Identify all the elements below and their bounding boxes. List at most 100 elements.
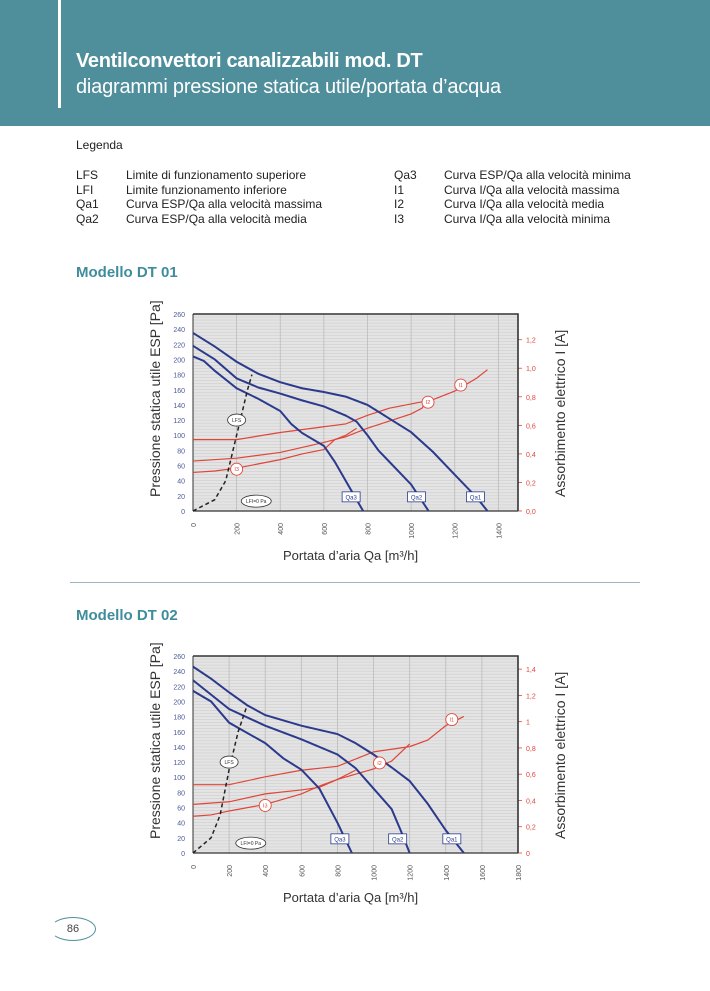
section-divider bbox=[70, 582, 640, 583]
y2-axis-label: Assorbimento elettrico I [A] bbox=[552, 329, 568, 497]
legend-code: I2 bbox=[394, 197, 405, 211]
esp-line-qa3 bbox=[192, 355, 365, 512]
model-title-dt01: Modello DT 01 bbox=[76, 264, 178, 281]
esp-line-qa2 bbox=[192, 344, 430, 512]
legend-code: Qa2 bbox=[76, 211, 99, 226]
legend-text: Curva ESP/Qa alla velocità massima bbox=[126, 197, 323, 211]
y2-tick-label: 1 bbox=[526, 720, 530, 727]
y2-tick-label: 0,4 bbox=[526, 798, 536, 805]
y-tick-label: 0 bbox=[181, 509, 185, 516]
y-tick-label: 100 bbox=[173, 433, 185, 440]
esp-label-box bbox=[330, 833, 350, 845]
esp-line-qa1 bbox=[192, 665, 465, 854]
y-tick-label: 260 bbox=[173, 312, 185, 319]
y-tick-label: 20 bbox=[177, 494, 185, 501]
y-tick-label: 240 bbox=[173, 669, 185, 676]
legend-text: Curva I/Qa alla velocità minima bbox=[444, 211, 611, 226]
legend-text: Curva I/Qa alla velocità media bbox=[444, 197, 605, 211]
legend-code: I3 bbox=[394, 211, 405, 226]
y-tick-label: 100 bbox=[173, 775, 185, 782]
header-band bbox=[0, 0, 710, 126]
current-line-i3 bbox=[192, 427, 357, 474]
y-tick-label: 160 bbox=[173, 388, 185, 395]
y-tick-label: 220 bbox=[173, 684, 185, 691]
x-tick-label: 1600 bbox=[480, 865, 487, 881]
y-tick-label: 160 bbox=[173, 730, 185, 737]
x-tick-label: 1400 bbox=[496, 523, 503, 539]
y2-tick-label: 0,2 bbox=[526, 480, 536, 487]
y-tick-label: 0 bbox=[181, 851, 185, 858]
esp-label-qa1: Qa1 bbox=[470, 495, 482, 501]
y-tick-label: 120 bbox=[173, 418, 185, 425]
page-number: 86 bbox=[50, 917, 96, 941]
y2-tick-label: 1,2 bbox=[526, 693, 536, 700]
plot-area bbox=[193, 314, 518, 511]
esp-line-qa2 bbox=[192, 679, 411, 854]
x-axis-label: Portata d’aria Qa [m³/h] bbox=[283, 548, 419, 563]
x-tick-label: 1200 bbox=[408, 865, 415, 881]
lfs-oval bbox=[219, 755, 239, 769]
y-tick-label: 80 bbox=[177, 448, 185, 455]
x-tick-label: 1000 bbox=[372, 865, 379, 881]
x-tick-label: 1000 bbox=[409, 523, 416, 539]
y2-tick-label: 0,2 bbox=[526, 825, 536, 832]
lfs-oval bbox=[227, 413, 247, 427]
plot-frame bbox=[193, 313, 519, 511]
esp-label-qa2: Qa2 bbox=[411, 495, 423, 501]
legend-text: Limite di funzionamento superiore bbox=[126, 168, 307, 182]
chart-dt01: 0 200 400 600 800 1000 1200 1400 0 20 40 60 80 100 120… bbox=[173, 312, 536, 539]
current-label-i3: I3 bbox=[263, 803, 268, 809]
current-label-i2: I2 bbox=[377, 761, 382, 767]
header-accent-line bbox=[58, 0, 61, 108]
lfi-label: LFI=0 Pa bbox=[241, 841, 262, 847]
legend-code: I1 bbox=[394, 182, 405, 197]
plot-area bbox=[193, 656, 518, 853]
lfs-line bbox=[192, 374, 253, 512]
legend-text: Limite funzionamento inferiore bbox=[126, 182, 287, 197]
esp-line-qa3 bbox=[192, 689, 353, 854]
y-tick-label: 180 bbox=[173, 373, 185, 380]
y2-tick-label: 0 bbox=[526, 851, 530, 858]
esp-label-qa3: Qa3 bbox=[334, 837, 346, 843]
y2-tick-label: 0,6 bbox=[526, 772, 536, 779]
current-label-circle bbox=[445, 713, 459, 727]
y-tick-label: 20 bbox=[177, 836, 185, 843]
y2-tick-label: 1,4 bbox=[526, 667, 536, 674]
current-label-circle bbox=[373, 756, 387, 770]
x-tick-label: 200 bbox=[235, 523, 242, 535]
legend-code: Qa3 bbox=[394, 168, 417, 182]
current-line-i3 bbox=[192, 769, 356, 817]
esp-label-qa1: Qa1 bbox=[446, 837, 458, 843]
current-line-i2 bbox=[192, 397, 430, 462]
x-tick-label: 0 bbox=[191, 865, 198, 869]
lfi-oval bbox=[235, 836, 267, 850]
lfs-line bbox=[192, 705, 248, 854]
page-subtitle: diagrammi pressione statica utile/portat… bbox=[76, 76, 501, 98]
x-tick-label: 0 bbox=[191, 523, 198, 527]
legend-text: Curva ESP/Qa alla velocità minima bbox=[444, 168, 631, 182]
legend-text-right: Curva ESP/Qa alla velocità minima Curva … bbox=[444, 168, 631, 226]
current-label-i3: I3 bbox=[234, 467, 239, 473]
x-tick-label: 800 bbox=[365, 523, 372, 535]
y2-tick-label: 0,8 bbox=[526, 395, 536, 402]
x-tick-label: 1800 bbox=[516, 865, 523, 881]
legend-codes-left: LFS LFI Qa1 Qa2 bbox=[76, 168, 99, 226]
x-tick-label: 400 bbox=[263, 865, 270, 877]
y-tick-label: 60 bbox=[177, 464, 185, 471]
x-tick-label: 400 bbox=[278, 523, 285, 535]
legend-text-left: Limite di funzionamento superiore Limite… bbox=[126, 168, 322, 226]
legend-codes-right: Qa3 I1 I2 I3 bbox=[394, 168, 417, 226]
y-tick-label: 260 bbox=[173, 654, 185, 661]
y2-tick-label: 0,0 bbox=[526, 509, 536, 516]
y2-tick-label: 0,4 bbox=[526, 452, 536, 459]
y-tick-label: 220 bbox=[173, 342, 185, 349]
legend-title: Legenda bbox=[76, 138, 123, 152]
current-label-i2: I2 bbox=[426, 400, 431, 406]
lfs-label: LFS bbox=[232, 418, 242, 424]
page-title: Ventilconvettori canalizzabili mod. DT bbox=[76, 50, 423, 72]
y-tick-label: 140 bbox=[173, 745, 185, 752]
current-label-i1: I1 bbox=[449, 718, 454, 724]
model-title-dt02: Modello DT 02 bbox=[76, 607, 178, 624]
lfs-label: LFS bbox=[225, 760, 235, 766]
